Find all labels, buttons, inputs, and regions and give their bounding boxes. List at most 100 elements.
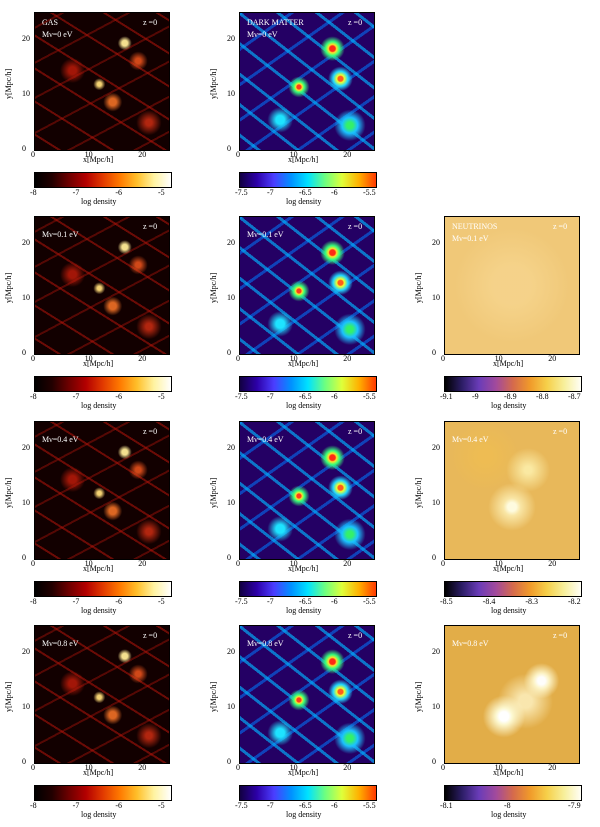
colorbar-label: log density xyxy=(491,606,527,615)
colorbar-tick-label: -5 xyxy=(158,392,165,401)
redshift-label: z =0 xyxy=(143,222,158,231)
x-tick-label: 10 xyxy=(494,354,503,363)
y-tick-label: 0 xyxy=(227,144,231,153)
x-tick-label: 20 xyxy=(343,559,352,568)
y-tick-label: 0 xyxy=(432,348,436,357)
x-tick-label: 0 xyxy=(31,763,35,772)
colorbar-label: log density xyxy=(491,810,527,819)
colorbar-tick-label: -7.9 xyxy=(568,801,581,810)
mass-label: Mν=0.4 eV xyxy=(452,435,489,444)
x-axis-label: x[Mpc/h] xyxy=(83,768,114,777)
redshift-label: z =0 xyxy=(143,18,158,27)
colorbar-tick-label: -8 xyxy=(30,392,37,401)
y-tick-label: 10 xyxy=(432,293,440,303)
x-tick-label: 10 xyxy=(84,559,93,568)
y-tick-label: 10 xyxy=(227,89,235,99)
y-axis-label: y[Mpc/h] xyxy=(414,681,423,712)
x-axis-label: x[Mpc/h] xyxy=(83,564,114,573)
x-tick-label: 20 xyxy=(138,763,147,772)
colorbar-tick-label: -5.5 xyxy=(363,188,376,197)
map-nu-row3 xyxy=(444,421,580,560)
x-tick-label: 20 xyxy=(138,559,147,568)
map-gas-row1 xyxy=(34,12,170,151)
x-tick-label: 20 xyxy=(138,354,147,363)
x-axis-label: x[Mpc/h] xyxy=(493,564,524,573)
colorbar-tick-label: -6 xyxy=(331,392,338,401)
redshift-label: z =0 xyxy=(348,18,363,27)
redshift-label: z =0 xyxy=(348,427,363,436)
colorbar-tick-label: -6 xyxy=(115,188,122,197)
colorbar-tick-label: -8.9 xyxy=(504,392,517,401)
y-tick-label: 0 xyxy=(22,144,26,153)
y-tick-label: 10 xyxy=(22,702,30,712)
x-tick-label: 10 xyxy=(84,354,93,363)
y-tick-label: 10 xyxy=(227,498,235,508)
x-tick-label: 10 xyxy=(289,763,298,772)
colorbar-tick-label: -9.1 xyxy=(440,392,453,401)
x-tick-label: 10 xyxy=(289,150,298,159)
colorbar-label: log density xyxy=(491,401,527,410)
x-tick-label: 0 xyxy=(236,354,240,363)
colorbar xyxy=(239,376,377,392)
y-axis-label: y[Mpc/h] xyxy=(209,68,218,99)
colorbar xyxy=(34,172,172,188)
colorbar-tick-label: -5.5 xyxy=(363,597,376,606)
map-dm-row3 xyxy=(239,421,375,560)
mass-label: Mν=0.4 eV xyxy=(42,435,79,444)
y-axis-label: y[Mpc/h] xyxy=(4,477,13,508)
x-axis-label: x[Mpc/h] xyxy=(493,768,524,777)
redshift-label: z =0 xyxy=(143,427,158,436)
y-tick-label: 10 xyxy=(22,89,30,99)
colorbar-label: log density xyxy=(81,401,117,410)
map-dm-row4 xyxy=(239,625,375,764)
x-tick-label: 20 xyxy=(343,763,352,772)
y-tick-label: 20 xyxy=(432,647,440,657)
x-tick-label: 10 xyxy=(84,150,93,159)
x-tick-label: 10 xyxy=(84,763,93,772)
x-tick-label: 0 xyxy=(236,559,240,568)
colorbar-tick-label: -6.5 xyxy=(299,188,312,197)
colorbar-tick-label: -7.5 xyxy=(235,597,248,606)
colorbar-tick-label: -8 xyxy=(504,801,511,810)
colorbar-tick-label: -7 xyxy=(72,801,80,810)
mass-label: Mν=0.1 eV xyxy=(42,230,79,239)
colorbar xyxy=(34,785,172,801)
y-tick-label: 10 xyxy=(227,702,235,712)
colorbar-tick-label: -8.8 xyxy=(536,392,549,401)
mass-label: Mν=0.1 eV xyxy=(247,230,284,239)
y-tick-label: 20 xyxy=(22,34,30,44)
y-axis-label: y[Mpc/h] xyxy=(414,272,423,303)
y-tick-label: 20 xyxy=(22,238,30,248)
y-tick-label: 0 xyxy=(432,757,436,766)
colorbar-tick-label: -7 xyxy=(72,597,80,606)
y-tick-label: 20 xyxy=(227,647,235,657)
colorbar-tick-label: -5 xyxy=(158,188,165,197)
x-axis-label: x[Mpc/h] xyxy=(288,359,319,368)
colorbar-tick-label: -8.7 xyxy=(568,392,581,401)
redshift-label: z =0 xyxy=(348,631,363,640)
x-tick-label: 0 xyxy=(441,763,445,772)
x-axis-label: x[Mpc/h] xyxy=(288,155,319,164)
mass-label: Mν=0.1 eV xyxy=(452,234,489,243)
colorbar xyxy=(444,581,582,597)
colorbar-tick-label: -7 xyxy=(267,801,274,810)
mass-label: Mν=0 eV xyxy=(247,30,278,39)
y-tick-label: 0 xyxy=(227,348,231,357)
map-dm-row1 xyxy=(239,12,375,151)
x-tick-label: 10 xyxy=(289,559,298,568)
colorbar-tick-label: -5 xyxy=(158,597,165,606)
x-tick-label: 20 xyxy=(548,559,557,568)
colorbar-tick-label: -6 xyxy=(331,188,338,197)
y-tick-label: 0 xyxy=(22,553,26,562)
map-dm-row2 xyxy=(239,216,375,355)
colorbar-tick-label: -7.5 xyxy=(235,801,248,810)
redshift-label: z =0 xyxy=(553,222,568,231)
map-gas-row4 xyxy=(34,625,170,764)
mass-label: Mν=0.8 eV xyxy=(247,639,284,648)
map-nu-row4 xyxy=(444,625,580,764)
y-tick-label: 0 xyxy=(22,348,26,357)
colorbar-tick-label: -7 xyxy=(267,392,274,401)
colorbar-tick-label: -6 xyxy=(115,801,122,810)
panel-title: NEUTRINOS xyxy=(452,222,498,231)
colorbar-tick-label: -7 xyxy=(267,188,274,197)
